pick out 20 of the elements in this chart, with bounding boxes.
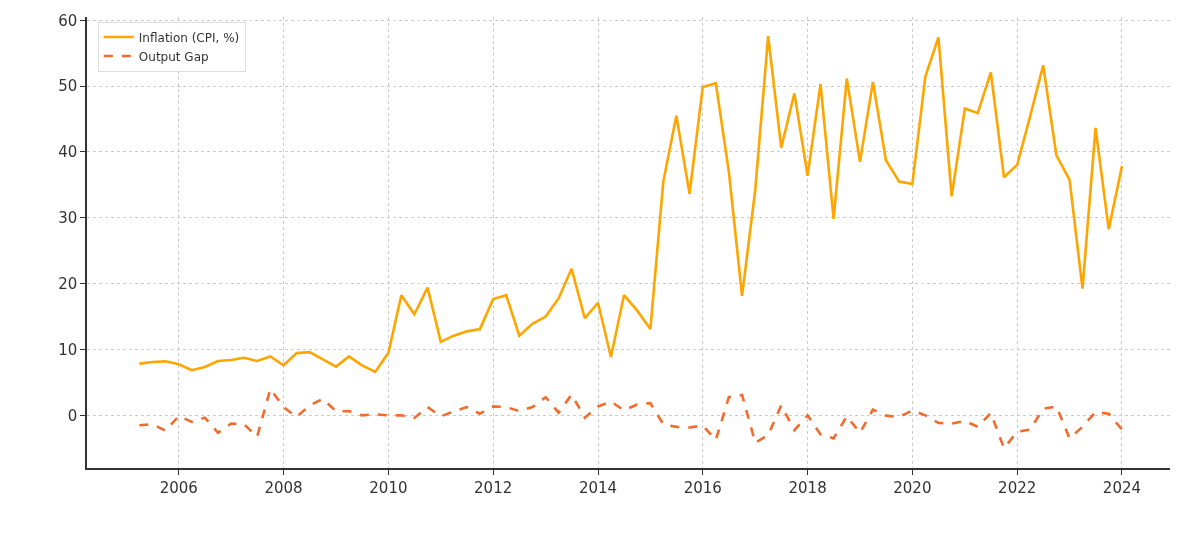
y-tick-label: 60 [58, 11, 78, 30]
x-tick-label: 2012 [474, 478, 513, 497]
x-tick-label: 2020 [893, 478, 932, 497]
x-tick-label: 2008 [264, 478, 303, 497]
legend-label: Inflation (CPI, %) [138, 30, 240, 45]
y-tick-label: 20 [58, 274, 78, 293]
y-tick-label: 50 [58, 77, 78, 96]
y-tick-label: 40 [58, 143, 78, 162]
y-tick-label: 10 [58, 340, 78, 359]
legend-label: Output Gap [138, 49, 209, 64]
x-tick-label: 2024 [1102, 478, 1142, 497]
x-tick-label: 2010 [369, 478, 408, 497]
x-tick-label: 2022 [998, 478, 1037, 497]
y-tick-label: 0 [67, 406, 78, 425]
x-tick-label: 2018 [788, 478, 827, 497]
x-tick-label: 2014 [578, 478, 618, 497]
x-tick-label: 2016 [683, 478, 722, 497]
line-series [138, 34, 1124, 374]
y-tick-label: 30 [58, 209, 78, 228]
x-tick-label: 2006 [159, 478, 198, 497]
